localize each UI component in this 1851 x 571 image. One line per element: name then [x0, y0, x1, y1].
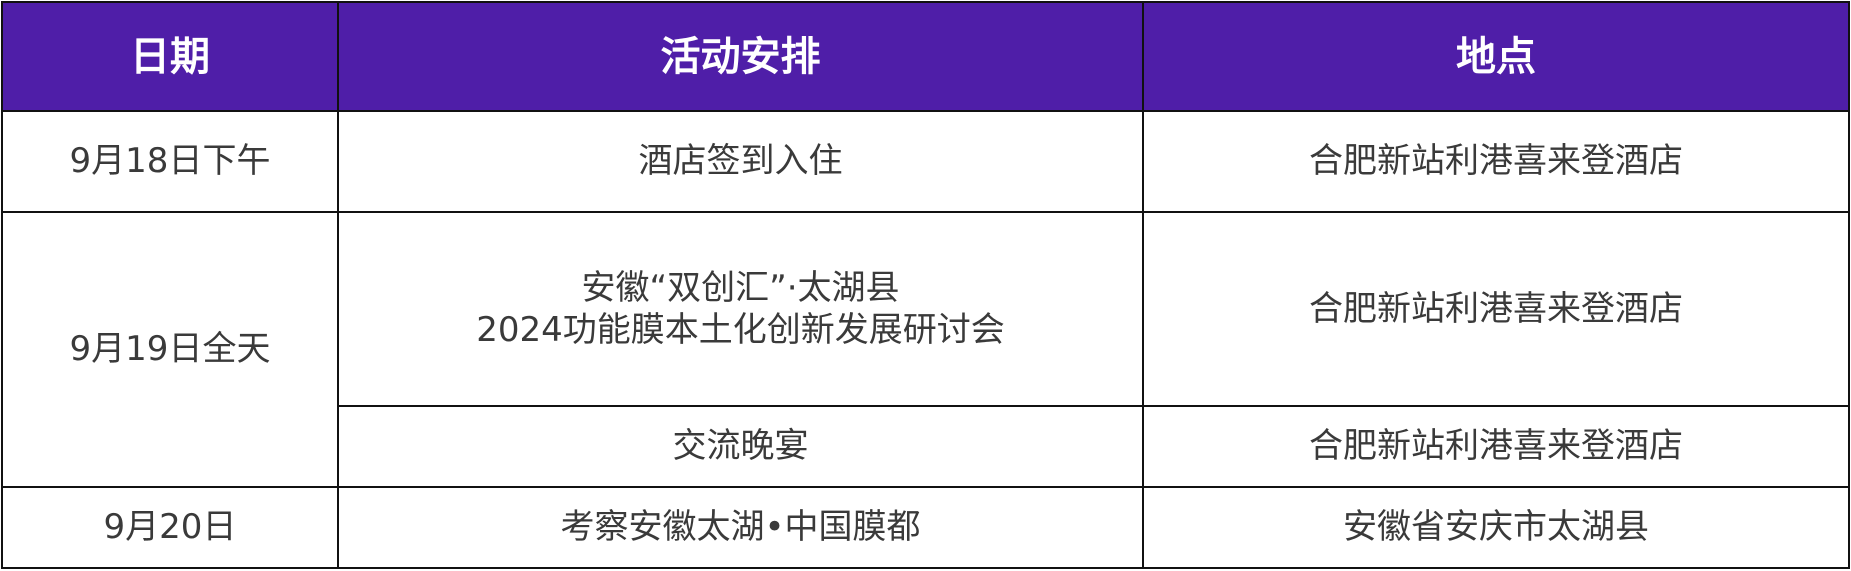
date-cell: 9月18日下午 — [1, 110, 339, 214]
activity-line: 安徽“双创汇”·太湖县 — [581, 267, 900, 308]
activity-cell: 交流晚宴 — [337, 405, 1144, 489]
table-row: 9月20日 考察安徽太湖•中国膜都 安徽省安庆市太湖县 — [1, 486, 1850, 569]
header-activity: 活动安排 — [337, 0, 1144, 113]
activity-line: 2024功能膜本土化创新发展研讨会 — [476, 310, 1005, 351]
header-location: 地点 — [1142, 0, 1850, 113]
date-cell: 9月20日 — [1, 486, 339, 569]
location-cell: 合肥新站利港喜来登酒店 — [1142, 110, 1850, 214]
table-row: 9月18日下午 酒店签到入住 合肥新站利港喜来登酒店 — [1, 110, 1850, 214]
header-date: 日期 — [1, 0, 339, 113]
location-cell: 合肥新站利港喜来登酒店 — [1142, 211, 1850, 408]
date-cell: 9月19日全天 — [1, 211, 339, 489]
activity-cell: 安徽“双创汇”·太湖县 2024功能膜本土化创新发展研讨会 — [337, 211, 1144, 408]
table-row: 9月19日全天 安徽“双创汇”·太湖县 2024功能膜本土化创新发展研讨会 合肥… — [1, 211, 1850, 489]
header-row: 日期 活动安排 地点 — [1, 0, 1850, 113]
location-cell: 安徽省安庆市太湖县 — [1142, 486, 1850, 569]
activity-cell: 考察安徽太湖•中国膜都 — [337, 486, 1144, 569]
table-row: 交流晚宴 合肥新站利港喜来登酒店 — [2, 405, 1850, 489]
location-cell: 合肥新站利港喜来登酒店 — [1142, 405, 1850, 489]
activity-cell: 酒店签到入住 — [337, 110, 1144, 214]
